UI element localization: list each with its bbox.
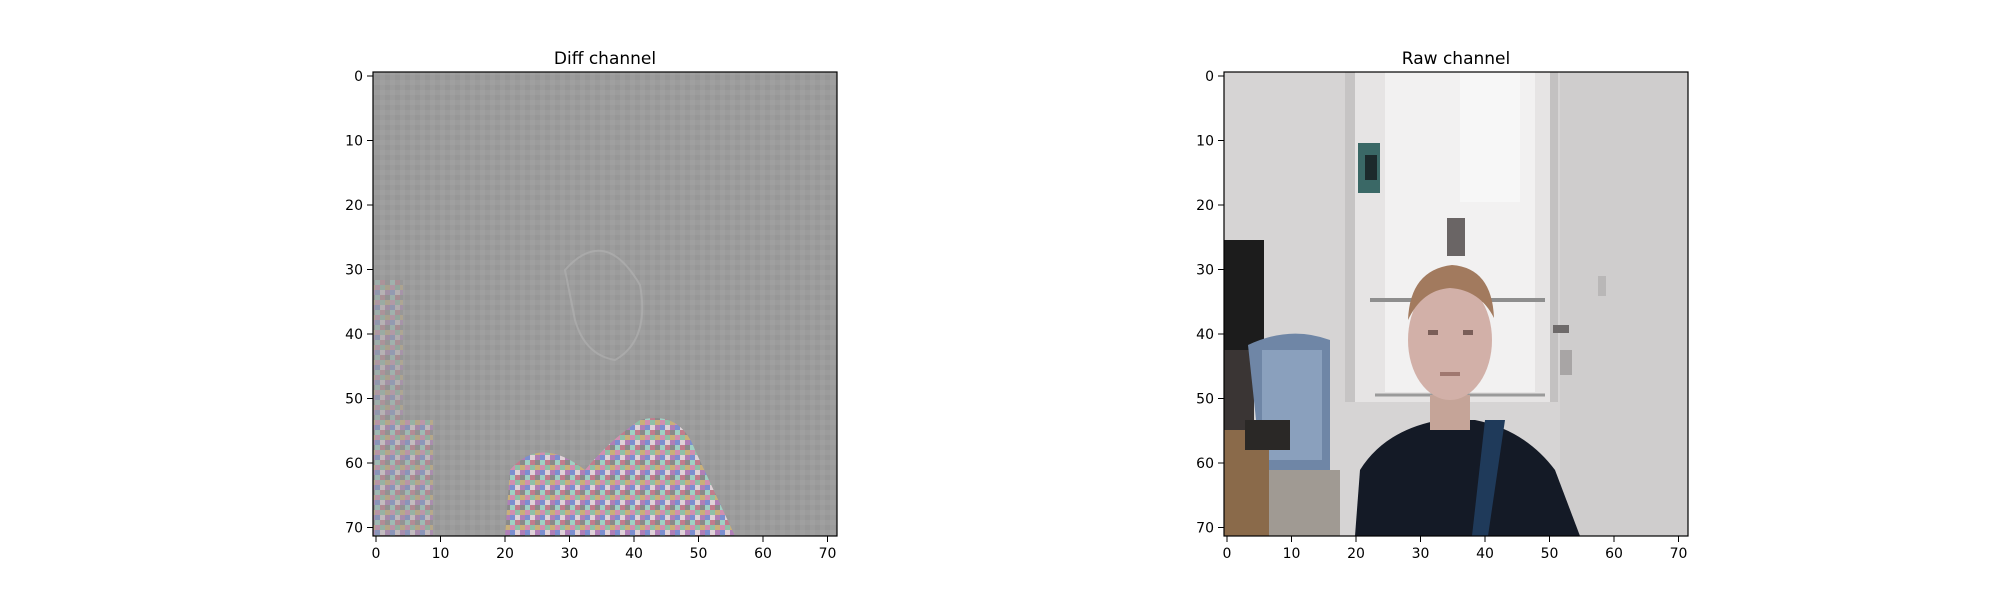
x-tick-label: 10	[1283, 546, 1301, 562]
x-tick-label: 60	[1605, 546, 1623, 562]
x-tick-label: 50	[1541, 546, 1559, 562]
x-tick-label: 10	[432, 546, 450, 562]
diff-channel-panel: Diff channel 0 10 20 30 40 50	[345, 49, 838, 562]
x-tick-label: 20	[1347, 546, 1365, 562]
panel-title: Diff channel	[554, 49, 656, 69]
y-tick-label: 10	[1196, 134, 1214, 150]
y-tick-label: 70	[345, 521, 363, 537]
y-tick-label: 50	[1196, 392, 1214, 408]
raw-x-axis	[1226, 536, 1679, 542]
x-tick-label: 30	[561, 546, 579, 562]
diff-y-axis	[367, 75, 373, 528]
raw-channel-panel: Raw channel	[1196, 49, 1689, 562]
y-tick-label: 30	[345, 263, 363, 279]
y-tick-label: 60	[1196, 456, 1214, 472]
y-tick-label: 40	[1196, 327, 1214, 343]
y-tick-label: 10	[345, 134, 363, 150]
raw-channel-image	[1224, 72, 1688, 536]
x-tick-label: 40	[625, 546, 643, 562]
y-tick-label: 30	[1196, 263, 1214, 279]
diff-x-axis	[375, 536, 828, 542]
x-tick-label: 20	[496, 546, 514, 562]
x-tick-label: 0	[1223, 546, 1232, 562]
x-tick-label: 70	[1670, 546, 1688, 562]
diff-image-frame	[372, 71, 838, 537]
y-tick-label: 70	[1196, 521, 1214, 537]
y-tick-label: 60	[345, 456, 363, 472]
panel-title: Raw channel	[1402, 49, 1510, 69]
y-tick-label: 0	[1205, 69, 1214, 85]
x-tick-label: 60	[754, 546, 772, 562]
x-tick-label: 40	[1476, 546, 1494, 562]
diff-channel-image	[373, 72, 837, 536]
x-tick-label: 0	[372, 546, 381, 562]
raw-image-frame	[1223, 71, 1689, 537]
raw-y-axis	[1218, 75, 1224, 528]
x-tick-label: 50	[690, 546, 708, 562]
y-tick-label: 0	[354, 69, 363, 85]
x-tick-label: 30	[1412, 546, 1430, 562]
y-tick-label: 50	[345, 392, 363, 408]
y-tick-label: 20	[1196, 198, 1214, 214]
y-tick-label: 20	[345, 198, 363, 214]
x-tick-label: 70	[819, 546, 837, 562]
y-tick-label: 40	[345, 327, 363, 343]
